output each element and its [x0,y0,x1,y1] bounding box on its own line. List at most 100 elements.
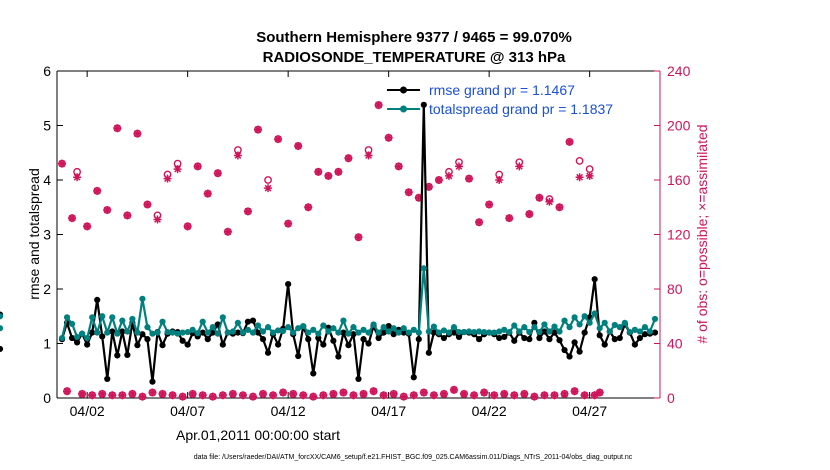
obs-assimilated-point [565,137,574,146]
x-tick-label: 04/12 [271,403,306,419]
totalspread-point [74,333,81,341]
totalspread-point [430,323,437,330]
obs-assimilated-point [545,197,554,206]
obs-assimilated-point [133,129,142,138]
totalspread-point [129,315,136,323]
totalspread-point [325,328,332,335]
totalspread-point [375,329,382,336]
obs-assimilated-point [429,391,438,400]
totalspread-point [68,320,76,327]
totalspread-point [496,328,503,335]
rmse-point [310,370,317,377]
obs-assimilated-point [414,193,423,202]
rmse-point [330,337,337,344]
obs-assimilated-point [520,389,529,398]
rmse-point [149,378,156,385]
totalspread-point [460,328,468,336]
rmse-point [636,334,644,342]
obs-assimilated-point [238,391,247,400]
totalspread-point [370,321,377,328]
rmse-point [209,329,216,336]
rmse-point [410,374,417,381]
totalspread-point [651,315,659,323]
rmse-point [249,317,257,324]
y2-tick-label: 200 [667,118,691,134]
rmse-point [104,375,111,383]
totalspread-point [405,329,412,336]
totalspread-point [259,328,267,335]
rmse-point [651,329,659,336]
y2-axis-label: # of obs: o=possible; ×=assimilated [694,124,710,343]
obs-assimilated-point [103,205,112,214]
totalspread-point [179,329,186,336]
obs-assimilated-point [490,391,499,400]
rmse-point [139,331,146,338]
totalspread-point [269,329,277,336]
legend-rmse-marker [400,86,407,94]
totalspread-point [636,328,644,335]
totalspread-point [94,329,101,336]
totalspread-point [104,329,111,336]
totalspread-point [410,326,417,333]
obs-assimilated-point [319,391,328,400]
totalspread-point [84,334,91,342]
rmse-point [114,352,121,359]
rmse-point [264,349,272,356]
rmse-series-line [60,103,656,383]
totalspread-point [365,329,372,336]
rmse-point [119,328,126,335]
y-tick-label: 5 [43,118,51,134]
totalspread-point [244,326,252,333]
y-tick-label: 6 [43,63,51,79]
obs-assimilated-point [223,227,232,236]
obs-assimilated-point [570,387,579,396]
obs-assimilated-point [354,233,363,242]
obs-assimilated-point [394,162,403,171]
totalspread-point [335,329,342,336]
totalspread-point [305,329,312,336]
chart-subtitle: RADIOSONDE_TEMPERATURE @ 313 hPa [263,49,566,66]
totalspread-point [526,328,533,336]
rmse-point [571,339,578,346]
totalspread-point [249,329,257,336]
rmse-point [84,341,91,348]
obs-assimilated-point [163,174,172,183]
obs-assimilated-point [505,214,514,223]
y2-tick-label: 160 [667,172,691,188]
totalspread-point [566,324,573,331]
rmse-point [259,336,267,343]
totalspread-point [224,329,231,336]
totalspread-point [385,328,392,335]
totalspread-point [486,329,493,336]
y-tick-label: 4 [43,172,51,188]
totalspread-point [330,325,337,332]
totalspread-point [360,326,367,333]
totalspread-point [606,328,613,335]
totalspread-point [124,328,131,335]
rmse-point [355,375,362,383]
rmse-point [501,333,508,341]
obs-assimilated-point [138,392,147,401]
totalspread-point [481,328,488,336]
rmse-point [536,334,543,342]
rmse-point [124,351,131,359]
obs-assimilated-point [73,173,82,182]
obs-assimilated-point [178,392,187,401]
totalspread-point [521,324,528,331]
rmse-point [581,329,588,336]
rmse-point [204,336,211,343]
rmse-point [68,334,76,342]
rmse-point [551,329,558,336]
rmse-point [360,336,367,343]
obs-assimilated-point [254,125,262,134]
rmse-point [526,336,533,343]
rmse-point [365,340,372,347]
rmse-point [450,329,458,336]
totalspread-point [114,330,121,337]
totalspread-point [395,329,402,336]
rmse-point [566,353,573,360]
obs-assimilated-point [299,391,308,400]
rmse-point [340,329,347,336]
obs-assimilated-point [550,391,559,400]
